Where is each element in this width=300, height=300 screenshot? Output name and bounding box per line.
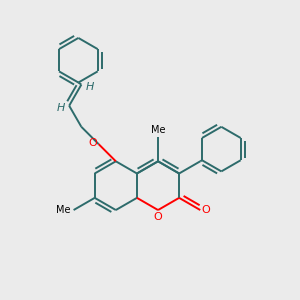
- Text: O: O: [88, 139, 97, 148]
- Text: H: H: [85, 82, 94, 92]
- Text: Me: Me: [151, 125, 166, 135]
- Text: H: H: [57, 103, 65, 113]
- Text: O: O: [202, 205, 211, 215]
- Text: Me: Me: [56, 205, 70, 215]
- Text: O: O: [154, 212, 162, 221]
